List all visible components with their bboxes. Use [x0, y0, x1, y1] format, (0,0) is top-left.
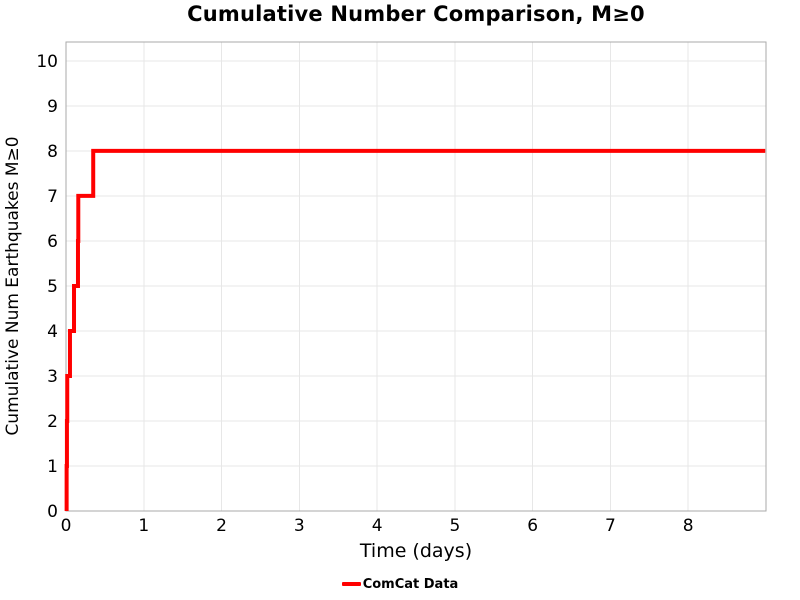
legend-label: ComCat Data — [362, 576, 459, 592]
x-tick-label: 6 — [527, 516, 538, 536]
comcat-series-line — [64, 148, 766, 511]
x-tick-label: 0 — [61, 516, 72, 536]
y-tick-label: 10 — [36, 52, 58, 72]
y-tick-label: 2 — [47, 412, 58, 432]
y-tick-label: 3 — [47, 367, 58, 387]
y-tick-label: 9 — [47, 97, 58, 117]
x-tick-label: 2 — [216, 516, 227, 536]
legend: ComCat Data — [0, 575, 800, 593]
x-tick-label: 1 — [138, 516, 149, 536]
y-tick-label: 4 — [47, 322, 58, 342]
x-tick-label: 4 — [372, 516, 383, 536]
x-tick-label: 8 — [683, 516, 694, 536]
x-tick-label: 5 — [449, 516, 460, 536]
y-tick-label: 0 — [47, 502, 58, 522]
y-tick-label: 8 — [47, 142, 58, 162]
y-tick-label: 1 — [47, 457, 58, 477]
tick-labels: 0 1 2 3 4 5 6 7 8 0 1 2 3 4 5 6 7 8 9 10 — [36, 52, 693, 536]
plot-border — [65, 41, 767, 512]
y-tick-label: 7 — [47, 187, 58, 207]
x-axis-label: Time (days) — [359, 540, 473, 562]
gridlines — [65, 42, 766, 512]
y-tick-label: 5 — [47, 277, 58, 297]
x-tick-label: 3 — [294, 516, 305, 536]
series-lines — [64, 148, 766, 511]
y-tick-label: 6 — [47, 232, 58, 252]
y-axis-label: Cumulative Num Earthquakes M≥0 — [3, 136, 23, 435]
legend-line-marker-icon — [341, 582, 361, 586]
chart-title: Cumulative Number Comparison, M≥0 — [187, 2, 645, 26]
x-tick-label: 7 — [605, 516, 616, 536]
